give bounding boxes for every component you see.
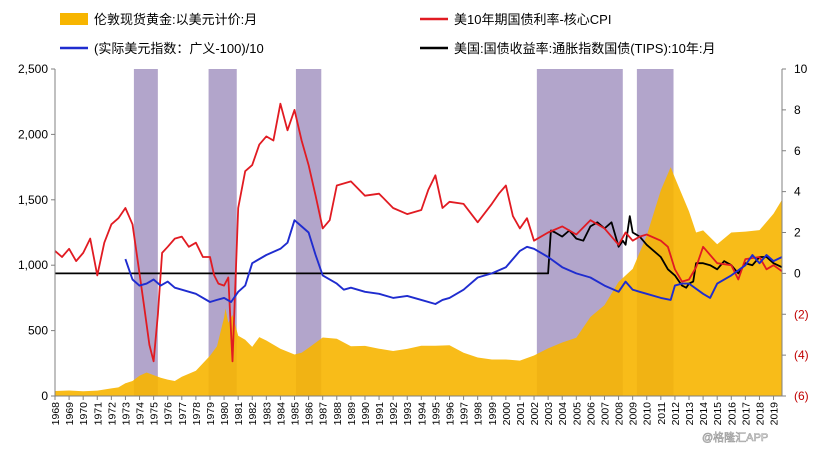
y-right-tick-label: 2 [794,226,801,240]
left-axis-ticks: 0 500 1,000 1,500 2,000 2,500 [18,62,55,403]
x-tick-label: 2008 [614,402,626,426]
real-usd-index-line [124,219,783,305]
legend-label: 美10年期国债利率-核心CPI [454,12,611,27]
y-left-tick-label: 500 [28,324,48,338]
x-tick-label: 1990 [360,402,372,426]
legend-swatch-gold [60,13,88,25]
y-right-tick-label: 6 [794,144,801,158]
x-tick-label: 1994 [416,402,428,426]
gold-area [55,167,782,396]
y-left-tick-label: 1,500 [18,193,48,207]
x-tick-label: 2004 [557,402,569,426]
x-tick-label: 2006 [585,402,597,426]
x-tick-label: 1977 [177,402,189,426]
x-tick-label: 2018 [755,402,767,426]
x-tick-label: 1987 [318,402,330,426]
x-tick-label: 2010 [642,402,654,426]
y-left-tick-label: 0 [41,389,48,403]
x-tick-label: 1984 [275,402,287,426]
x-tick-label: 1992 [388,402,400,426]
x-tick-label: 1970 [78,402,90,426]
watermark: @格隆汇APP [702,430,768,444]
cpi-real-yield-line [54,102,783,363]
x-tick-label: 1980 [219,402,231,426]
legend-label: 美国:国债收益率:通胀指数国债(TIPS):10年:月 [454,41,715,56]
x-tick-label: 1991 [374,402,386,426]
x-tick-label: 2002 [529,402,541,426]
x-tick-label: 1996 [445,402,457,426]
tips-yield-line [55,215,783,289]
x-tick-label: 2017 [740,402,752,426]
x-tick-label: 1975 [149,402,161,426]
x-tick-label: 1978 [191,402,203,426]
x-tick-label: 2016 [726,402,738,426]
x-tick-label: 1993 [402,402,414,426]
x-tick-label: 1985 [290,402,302,426]
x-tick-label: 2005 [571,402,583,426]
x-tick-label: 2001 [515,402,527,426]
y-left-tick-label: 2,500 [18,62,48,76]
x-tick-label: 1974 [135,402,147,426]
y-right-tick-label: (2) [794,307,809,321]
line-series [54,102,783,363]
x-tick-label: 1983 [261,402,273,426]
x-tick-label: 2011 [656,402,668,425]
x-tick-label: 1989 [346,402,358,426]
x-tick-label: 1979 [205,402,217,426]
x-tick-label: 1982 [247,402,259,426]
x-tick-label: 2009 [628,402,640,426]
y-right-tick-label: 10 [794,62,808,76]
y-left-tick-label: 2,000 [18,127,48,141]
x-tick-label: 1997 [459,402,471,426]
x-tick-label: 2013 [684,402,696,426]
shaded-period-0 [133,69,158,396]
x-tick-label: 1999 [487,402,499,426]
y-right-tick-label: (4) [794,348,809,362]
x-tick-label: 1986 [304,402,316,426]
x-tick-label: 2003 [543,402,555,426]
x-tick-label: 1976 [163,402,175,426]
y-right-tick-label: 4 [794,185,801,199]
x-tick-label: 1968 [50,402,62,426]
x-tick-label: 1988 [332,402,344,426]
right-axis-ticks: 10 8 6 4 2 0 (2) (4) (6) [782,62,809,403]
x-tick-label: 2000 [501,402,513,426]
x-tick-label: 1995 [430,402,442,426]
x-tick-label: 1981 [233,402,245,426]
x-tick-label: 1971 [92,402,104,426]
y-left-tick-label: 1,000 [18,258,48,272]
x-tick-label: 1969 [64,402,76,426]
legend-label: (实际美元指数：广义-100)/10 [94,41,264,56]
gold-series [55,167,782,396]
legend-label: 伦敦现货黄金:以美元计价:月 [94,12,257,27]
legend: 伦敦现货黄金:以美元计价:月 美10年期国债利率-核心CPI (实际美元指数：广义-… [60,12,715,56]
x-axis-ticks: 1968 1969 1970 1971 1972 1973 1974 1975 1976 1977… [50,396,781,425]
y-right-tick-label: 0 [794,266,801,280]
x-tick-label: 2007 [600,402,612,426]
x-tick-label: 2012 [670,402,682,426]
x-tick-label: 2019 [769,402,781,426]
x-tick-label: 1998 [473,402,485,426]
x-tick-label: 2015 [712,402,724,426]
y-right-tick-label: (6) [794,389,809,403]
x-tick-label: 1973 [120,402,132,426]
y-right-tick-label: 8 [794,103,801,117]
x-tick-label: 1972 [106,402,118,426]
x-tick-label: 2014 [698,402,710,426]
